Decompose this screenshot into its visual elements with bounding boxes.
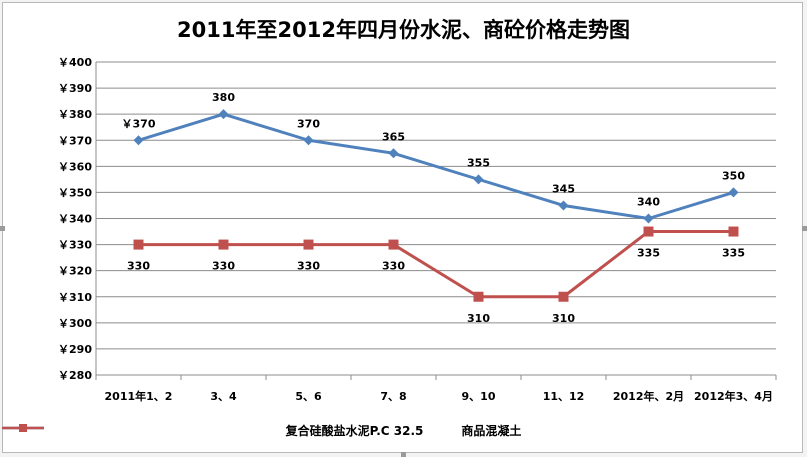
data-point-marker bbox=[388, 239, 399, 250]
data-label: ￥370 bbox=[122, 117, 156, 130]
x-tick-label: 2012年、2月 bbox=[613, 389, 684, 403]
data-label: 310 bbox=[552, 312, 575, 325]
resize-handle-left[interactable] bbox=[0, 226, 5, 231]
x-tick-label: 11、12 bbox=[543, 390, 585, 403]
x-tick-label: 7、8 bbox=[380, 390, 406, 403]
data-label: 335 bbox=[722, 247, 745, 260]
data-point-marker bbox=[558, 291, 569, 302]
data-point-marker bbox=[303, 239, 314, 250]
series-line-1 bbox=[138, 230, 734, 299]
y-tick-label: ￥280 bbox=[58, 369, 92, 382]
chart-frame bbox=[2, 2, 803, 453]
y-tick-label: ￥310 bbox=[58, 291, 92, 304]
data-label: 350 bbox=[722, 169, 745, 182]
y-tick-label: ￥360 bbox=[58, 160, 92, 173]
data-label: 330 bbox=[127, 260, 150, 273]
x-tick-label: 2011年1、2 bbox=[105, 389, 173, 403]
data-point-marker bbox=[643, 226, 654, 237]
data-point-marker bbox=[218, 239, 229, 250]
y-tick-label: ￥350 bbox=[58, 186, 92, 199]
data-point-marker bbox=[473, 174, 484, 185]
data-label: 365 bbox=[382, 130, 405, 143]
chart-legend: 复合硅酸盐水泥P.C 32.5 商品混凝土 bbox=[0, 422, 807, 439]
data-label: 330 bbox=[382, 260, 405, 273]
data-label: 330 bbox=[297, 260, 320, 273]
legend-item-cement: 复合硅酸盐水泥P.C 32.5 bbox=[2, 422, 424, 439]
data-point-marker bbox=[728, 226, 739, 237]
series-line-0 bbox=[138, 112, 734, 220]
legend-marker-concrete bbox=[2, 424, 44, 432]
y-tick-label: ￥290 bbox=[58, 343, 92, 356]
data-point-marker bbox=[303, 135, 314, 146]
y-tick-label: ￥370 bbox=[58, 134, 92, 147]
data-point-marker bbox=[728, 187, 739, 198]
data-point-marker bbox=[558, 200, 569, 211]
legend-label-cement: 复合硅酸盐水泥P.C 32.5 bbox=[285, 424, 424, 438]
y-tick-label: ￥340 bbox=[58, 213, 92, 226]
data-point-marker bbox=[473, 291, 484, 302]
resize-handle-right[interactable] bbox=[802, 226, 807, 231]
data-label: 335 bbox=[637, 247, 660, 260]
y-tick-label: ￥300 bbox=[58, 317, 92, 330]
data-label: 345 bbox=[552, 182, 575, 195]
data-point-marker bbox=[388, 148, 399, 159]
x-tick-label: 2012年3、4月 bbox=[694, 389, 773, 403]
resize-handle-bottom[interactable] bbox=[401, 452, 406, 457]
x-tick-label: 3、4 bbox=[210, 390, 237, 403]
data-label: 310 bbox=[467, 312, 490, 325]
data-label: 380 bbox=[212, 91, 235, 104]
y-tick-label: ￥330 bbox=[58, 239, 92, 252]
y-tick-label: ￥400 bbox=[58, 56, 92, 69]
x-tick-label: 5、6 bbox=[295, 390, 322, 403]
data-label: 330 bbox=[212, 260, 235, 273]
y-tick-label: ￥380 bbox=[58, 108, 92, 121]
x-tick-label: 9、10 bbox=[462, 390, 496, 403]
legend-label-concrete: 商品混凝土 bbox=[461, 424, 522, 438]
legend-item-concrete: 商品混凝土 bbox=[2, 422, 522, 439]
data-point-marker bbox=[133, 135, 144, 146]
data-point-marker bbox=[133, 239, 144, 250]
data-point-marker bbox=[643, 213, 654, 224]
data-label: 355 bbox=[467, 156, 490, 169]
data-label: 370 bbox=[297, 117, 320, 130]
data-label: 340 bbox=[637, 196, 660, 209]
chart-title: 2011年至2012年四月份水泥、商砼价格走势图 bbox=[177, 18, 630, 42]
y-tick-label: ￥320 bbox=[58, 265, 92, 278]
data-point-marker bbox=[218, 109, 229, 120]
y-tick-label: ￥390 bbox=[58, 82, 92, 95]
